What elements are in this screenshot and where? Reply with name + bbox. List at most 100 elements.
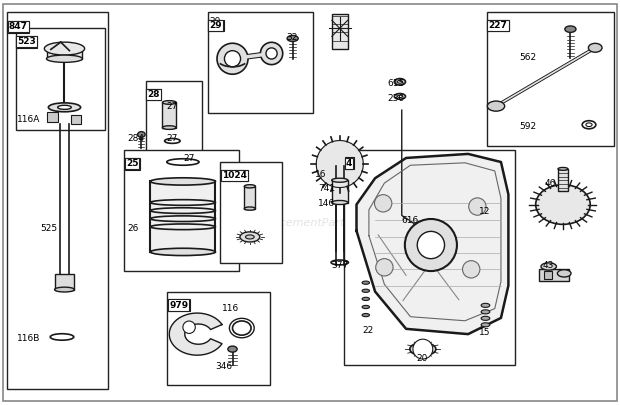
Text: 4: 4 [346, 159, 352, 168]
Ellipse shape [481, 323, 490, 327]
Text: 592: 592 [520, 122, 537, 131]
Ellipse shape [557, 270, 571, 277]
Text: eReplacementParts.com: eReplacementParts.com [242, 218, 378, 228]
Ellipse shape [558, 168, 568, 170]
Text: 46: 46 [544, 179, 556, 188]
Bar [150, 181, 215, 252]
Bar [539, 269, 569, 281]
Text: 29: 29 [210, 21, 222, 30]
Text: 25: 25 [126, 159, 138, 168]
Circle shape [266, 48, 277, 59]
Ellipse shape [240, 232, 260, 242]
Text: 27: 27 [166, 102, 177, 111]
Polygon shape [316, 141, 363, 188]
Text: 377: 377 [332, 261, 349, 270]
Ellipse shape [588, 43, 602, 52]
Ellipse shape [58, 105, 71, 109]
Text: 15: 15 [479, 328, 490, 337]
Bar [544, 271, 552, 279]
Text: 146: 146 [318, 199, 335, 208]
Ellipse shape [46, 55, 82, 62]
Text: 847: 847 [9, 22, 28, 31]
Ellipse shape [287, 35, 298, 42]
Text: 16: 16 [315, 171, 327, 179]
Ellipse shape [162, 100, 176, 104]
Bar [162, 102, 176, 128]
Ellipse shape [362, 281, 370, 284]
Bar [332, 14, 348, 49]
Text: 116: 116 [222, 304, 239, 313]
Circle shape [374, 195, 392, 212]
Text: 4: 4 [346, 159, 352, 168]
Text: 27: 27 [183, 154, 194, 163]
Bar [7, 12, 108, 389]
Ellipse shape [487, 101, 505, 111]
Text: 26: 26 [127, 224, 138, 233]
Text: 29: 29 [210, 17, 221, 26]
Text: 616: 616 [402, 216, 419, 225]
Text: 230: 230 [388, 94, 405, 102]
Text: 979: 979 [169, 301, 188, 309]
Bar [55, 274, 74, 290]
Ellipse shape [246, 235, 254, 239]
Text: 28: 28 [148, 90, 160, 99]
Ellipse shape [362, 289, 370, 292]
Circle shape [260, 42, 283, 65]
Bar [220, 162, 282, 263]
Text: 22: 22 [363, 326, 374, 335]
Circle shape [224, 51, 241, 67]
Text: 525: 525 [40, 224, 58, 233]
Ellipse shape [362, 297, 370, 301]
Text: 27: 27 [166, 134, 177, 143]
Text: 1024: 1024 [222, 171, 247, 180]
Ellipse shape [332, 200, 348, 205]
Bar [46, 112, 58, 122]
Text: 116A: 116A [17, 115, 41, 124]
Ellipse shape [541, 263, 557, 270]
Bar [16, 28, 105, 130]
Text: 227: 227 [489, 21, 507, 30]
Text: 284: 284 [127, 134, 144, 143]
Bar [244, 186, 255, 209]
Circle shape [376, 259, 393, 276]
Circle shape [413, 339, 433, 359]
Ellipse shape [410, 343, 436, 356]
Ellipse shape [362, 305, 370, 309]
Bar [344, 150, 515, 364]
Ellipse shape [150, 248, 216, 256]
Circle shape [463, 261, 480, 278]
Text: 25: 25 [126, 159, 138, 168]
Ellipse shape [162, 126, 176, 130]
Ellipse shape [481, 310, 490, 314]
Text: 1024: 1024 [222, 171, 247, 180]
Ellipse shape [397, 80, 402, 83]
Ellipse shape [332, 178, 348, 182]
Ellipse shape [481, 316, 490, 320]
Ellipse shape [394, 79, 405, 85]
Bar [71, 115, 81, 124]
Ellipse shape [138, 132, 145, 137]
Text: 346: 346 [216, 362, 233, 371]
Bar [46, 47, 82, 59]
Text: 32: 32 [286, 33, 298, 42]
Text: 741: 741 [318, 184, 335, 193]
Text: 523: 523 [17, 37, 36, 46]
Ellipse shape [244, 207, 255, 210]
Bar [332, 180, 348, 202]
Text: 523: 523 [17, 37, 36, 46]
Text: 20: 20 [417, 354, 428, 363]
Ellipse shape [397, 95, 402, 98]
Text: 979: 979 [169, 301, 188, 309]
Bar [167, 292, 270, 385]
Ellipse shape [150, 178, 216, 185]
Bar [558, 169, 568, 191]
Circle shape [405, 219, 457, 271]
Bar [487, 12, 614, 146]
Bar [124, 150, 239, 271]
Ellipse shape [536, 185, 590, 224]
Polygon shape [169, 313, 222, 355]
Circle shape [217, 43, 248, 74]
Ellipse shape [565, 26, 576, 32]
Ellipse shape [362, 313, 370, 317]
Text: 615: 615 [388, 79, 405, 87]
